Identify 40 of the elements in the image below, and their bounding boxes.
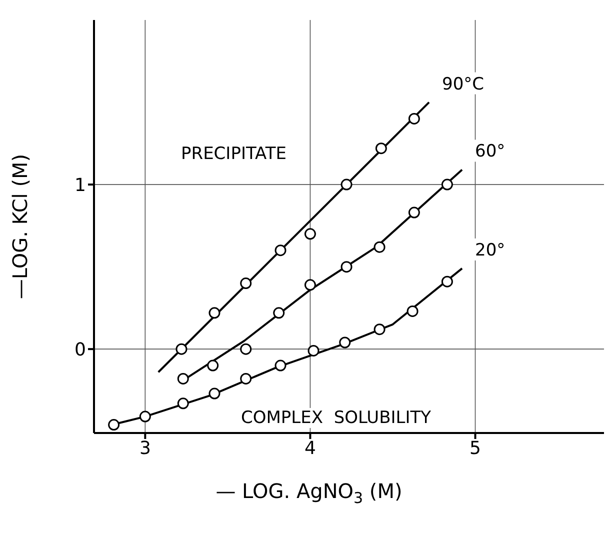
annotation: COMPLEX SOLUBILITY: [238, 408, 434, 428]
point: [240, 372, 252, 384]
point: [340, 261, 352, 273]
y-tick-label: 1: [74, 174, 86, 196]
series-label: 20°: [475, 240, 506, 260]
point: [240, 343, 252, 355]
point: [308, 344, 320, 356]
x-tick-label: 4: [304, 438, 316, 459]
point: [108, 419, 120, 431]
y-axis-title: —LOG. KCl (M): [8, 154, 32, 300]
point: [408, 112, 420, 124]
point: [441, 178, 453, 190]
point: [374, 324, 386, 336]
point: [274, 244, 286, 256]
y-tick-label: 0: [74, 339, 86, 360]
point: [176, 343, 188, 355]
point: [273, 307, 285, 319]
point: [375, 142, 387, 154]
point: [274, 360, 286, 372]
point: [304, 228, 316, 240]
point: [207, 360, 219, 372]
point: [441, 276, 453, 288]
point: [177, 372, 189, 384]
x-tick-label: 5: [470, 438, 481, 459]
x-tick-label: 3: [139, 438, 151, 459]
point: [139, 410, 151, 422]
point: [304, 279, 316, 291]
point: [177, 398, 189, 410]
x-axis-title: — LOG. AgNO$_{3}$ (M): [216, 479, 402, 506]
point: [240, 278, 252, 290]
point: [406, 305, 418, 317]
point: [374, 241, 386, 253]
point: [208, 307, 220, 319]
annotation: PRECIPITATE: [178, 144, 290, 164]
point: [340, 178, 352, 190]
point: [408, 206, 420, 218]
point: [339, 336, 351, 348]
point: [208, 388, 220, 400]
series-label: 90°C: [442, 74, 484, 94]
series-label: 60°: [475, 142, 506, 162]
